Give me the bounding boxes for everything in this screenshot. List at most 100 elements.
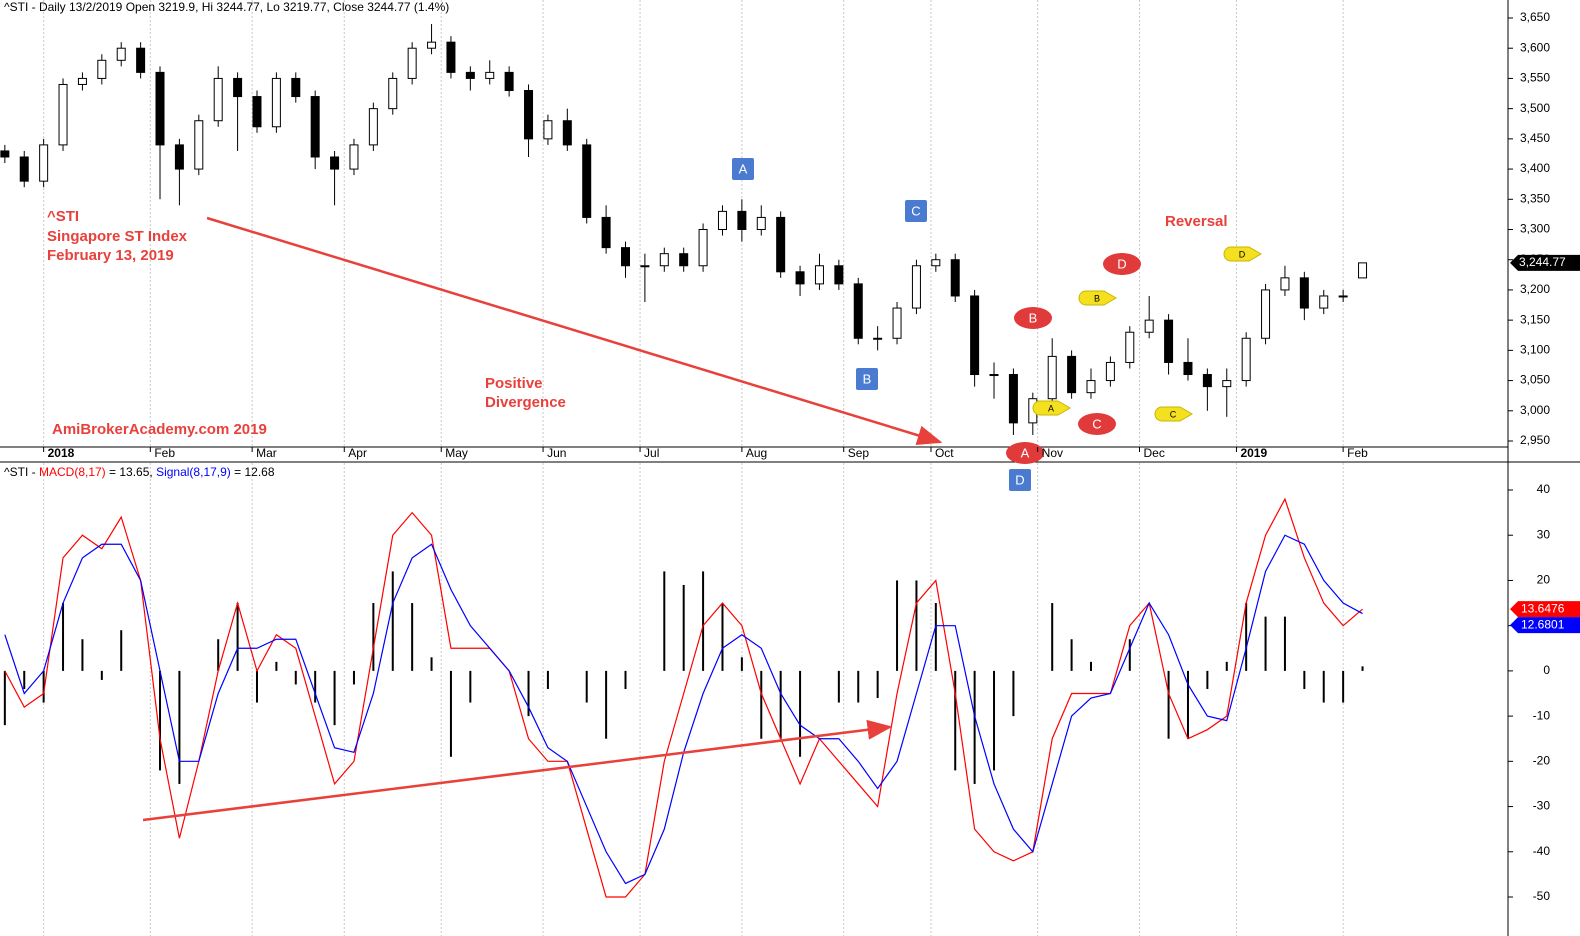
plot	[0, 24, 1368, 898]
candle-body	[834, 265, 844, 285]
histogram-bar	[1128, 639, 1131, 671]
histogram-bar	[1206, 670, 1209, 689]
histogram-bar	[3, 670, 6, 726]
y-tick-label: -20	[1533, 754, 1551, 768]
candle-body	[1358, 262, 1368, 279]
histogram-bar	[1342, 670, 1345, 703]
y-tick-label: 3,550	[1520, 71, 1550, 85]
y-tick-label: 3,000	[1520, 403, 1550, 417]
candle-body	[1086, 380, 1096, 394]
x-tick-label: 2018	[48, 446, 75, 460]
histogram-bar	[702, 571, 705, 671]
annotation: Singapore ST Index	[47, 228, 188, 245]
y-tick-label: 3,300	[1520, 222, 1550, 236]
histogram-bar	[294, 670, 297, 685]
histogram-bar	[799, 670, 802, 757]
x-tick-label: Aug	[746, 446, 767, 460]
wave-label: A	[1048, 403, 1054, 413]
candle-body	[776, 216, 786, 273]
candle-body	[524, 90, 534, 140]
macd-line	[4, 497, 1363, 898]
x-tick-label: Jul	[644, 446, 659, 460]
histogram-bar	[372, 603, 375, 671]
histogram-bar	[546, 670, 549, 689]
histogram-bar	[915, 580, 918, 671]
y-tick-label: 3,150	[1520, 312, 1550, 326]
candle-body	[39, 144, 49, 182]
macd-title: ^STI -	[4, 465, 36, 479]
histogram-bar	[1264, 616, 1267, 671]
candle-body	[1047, 355, 1057, 400]
y-tick-label: 2,950	[1520, 433, 1550, 447]
wave-label: B	[1029, 310, 1038, 325]
histogram-bar	[314, 670, 317, 703]
wave-label: B	[1094, 293, 1100, 303]
candle-body	[291, 77, 301, 98]
candle-body	[213, 77, 223, 122]
histogram-bar	[605, 670, 608, 739]
histogram-bar	[1167, 670, 1170, 739]
histogram-bar	[1012, 670, 1015, 717]
histogram-bar	[973, 670, 976, 784]
histogram-bar	[42, 670, 45, 703]
wave-marker	[1223, 246, 1262, 262]
wave-label: C	[911, 203, 920, 218]
histogram-bar	[585, 670, 588, 703]
x-tick-label: Feb	[154, 446, 175, 460]
candle-body	[1222, 380, 1232, 388]
histogram-bar	[1051, 603, 1054, 671]
histogram-bar	[779, 670, 782, 739]
last-value-label: 3,244.77	[1519, 255, 1566, 269]
wave-label: A	[1021, 445, 1030, 460]
histogram-bar	[1361, 666, 1364, 671]
annotation: Reversal	[1165, 213, 1228, 230]
candle-body	[970, 295, 980, 376]
candle-body	[698, 229, 708, 267]
candle-body	[465, 71, 475, 79]
y-tick-label: -30	[1533, 799, 1551, 813]
histogram-bar	[275, 661, 278, 671]
candle-body	[562, 120, 572, 146]
histogram-bar	[1245, 603, 1248, 671]
histogram-bar	[1283, 616, 1286, 671]
wave-marker	[1103, 253, 1141, 275]
legend-entry: Signal(8,17,9)	[156, 465, 231, 479]
candle-body	[543, 120, 553, 140]
last-value-box	[1510, 254, 1580, 271]
candle-body	[1125, 331, 1135, 363]
x-tick-label: Nov	[1042, 446, 1063, 460]
wave-marker	[1078, 413, 1116, 435]
x-tick-label: Apr	[348, 446, 367, 460]
y-tick-label: 3,450	[1520, 131, 1550, 145]
candle-body	[271, 77, 281, 128]
x-tick-label: Mar	[256, 446, 277, 460]
histogram-bar	[120, 630, 123, 671]
x-tick-label: May	[445, 446, 468, 460]
y-tick-label: 3,100	[1520, 343, 1550, 357]
histogram-bar	[236, 603, 239, 671]
candle-body	[1202, 374, 1212, 388]
histogram-bar	[1303, 670, 1306, 689]
histogram-bar	[449, 670, 452, 757]
wave-marker	[1014, 307, 1052, 329]
candle-body	[814, 265, 824, 285]
candle-body	[58, 83, 68, 146]
candle-body	[1008, 374, 1018, 424]
x-tick-label: Jun	[547, 446, 566, 460]
annotation: Positive	[485, 375, 543, 392]
histogram-bar	[159, 670, 162, 771]
histogram-bar	[993, 670, 996, 771]
candle-body	[330, 156, 340, 170]
candle-body	[77, 77, 87, 85]
y-tick-label: -40	[1533, 844, 1551, 858]
candle-body	[756, 216, 766, 231]
wave-marker	[732, 158, 754, 180]
candle-body	[194, 120, 204, 170]
candle-body	[310, 96, 320, 158]
wave-label: A	[739, 161, 748, 176]
candle-body	[1241, 337, 1251, 382]
histogram-bar	[391, 571, 394, 671]
trend-arrow	[206, 216, 943, 445]
legend-entry: MACD(8,17)	[39, 465, 106, 479]
wave-label: D	[1239, 249, 1246, 259]
